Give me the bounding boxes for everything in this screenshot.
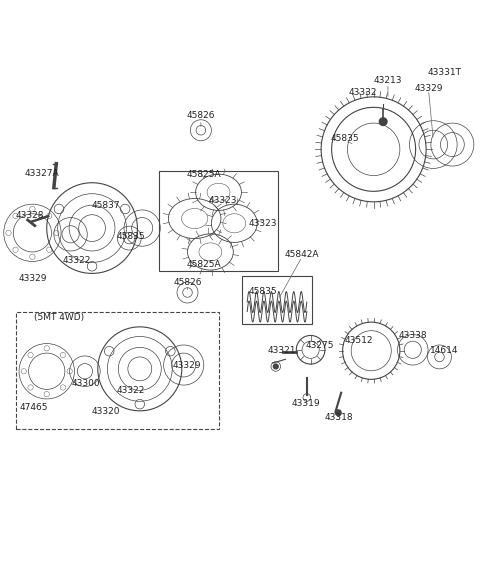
Circle shape: [379, 118, 387, 125]
Text: 43321: 43321: [268, 346, 296, 355]
Text: 43329: 43329: [414, 84, 443, 93]
Text: 43332: 43332: [349, 88, 377, 97]
Text: 45835: 45835: [249, 287, 277, 296]
Text: 43323: 43323: [209, 196, 238, 205]
Text: 43319: 43319: [291, 399, 320, 408]
Text: 43338: 43338: [398, 331, 427, 340]
Bar: [242, 276, 312, 324]
Text: 45837: 45837: [91, 201, 120, 210]
Text: 43275: 43275: [306, 342, 335, 350]
Text: 43331T: 43331T: [428, 67, 462, 77]
Text: 43300: 43300: [72, 378, 101, 388]
Text: 47465: 47465: [20, 404, 48, 412]
Text: 45826: 45826: [187, 111, 215, 121]
Text: 14614: 14614: [430, 346, 458, 355]
Text: (5MT 4WD): (5MT 4WD): [34, 313, 84, 322]
Text: 45835: 45835: [117, 232, 145, 240]
Text: 43318: 43318: [325, 413, 354, 422]
Text: 43322: 43322: [62, 256, 91, 264]
Text: 43320: 43320: [91, 407, 120, 417]
Text: 45826: 45826: [173, 277, 202, 287]
Text: 43323: 43323: [249, 219, 277, 228]
Text: 45825A: 45825A: [187, 260, 222, 269]
Text: 43329: 43329: [18, 274, 47, 283]
Text: 43329: 43329: [172, 360, 201, 370]
Bar: [16, 312, 218, 428]
Text: 43327A: 43327A: [24, 168, 59, 178]
Text: 43328: 43328: [16, 211, 44, 220]
Text: 45835: 45835: [331, 135, 360, 143]
Text: 45842A: 45842A: [285, 250, 319, 259]
Text: 43213: 43213: [374, 76, 402, 85]
Text: 43322: 43322: [117, 386, 145, 395]
Circle shape: [336, 410, 341, 415]
Text: 45825A: 45825A: [187, 170, 222, 178]
Circle shape: [274, 364, 278, 369]
Text: 43512: 43512: [344, 336, 372, 345]
Bar: [159, 171, 278, 271]
